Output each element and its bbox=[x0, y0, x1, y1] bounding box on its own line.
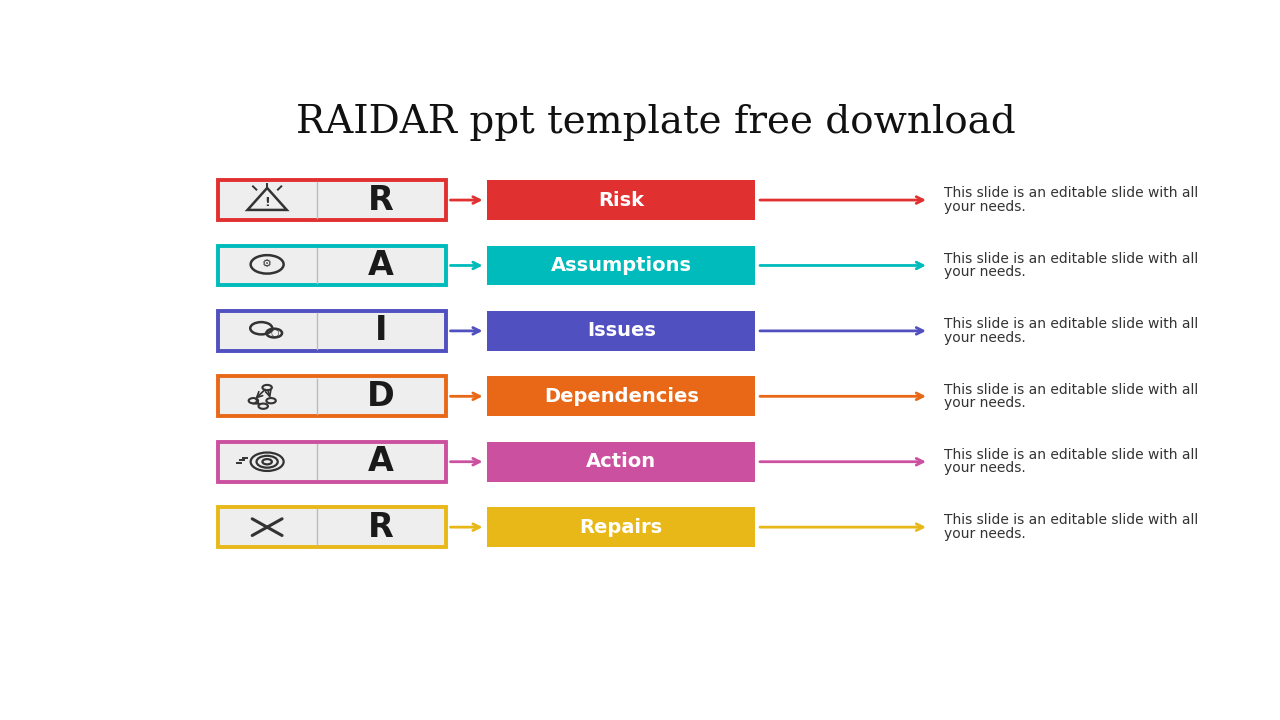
Text: Repairs: Repairs bbox=[580, 518, 663, 536]
Text: Assumptions: Assumptions bbox=[550, 256, 691, 275]
Text: R: R bbox=[369, 510, 394, 544]
Text: ○: ○ bbox=[271, 328, 279, 338]
Text: This slide is an editable slide with all: This slide is an editable slide with all bbox=[943, 186, 1198, 200]
Text: I: I bbox=[375, 315, 388, 347]
Text: your needs.: your needs. bbox=[943, 330, 1025, 345]
FancyBboxPatch shape bbox=[218, 442, 445, 482]
Text: ⚙: ⚙ bbox=[262, 259, 273, 269]
Text: A: A bbox=[369, 445, 394, 478]
FancyBboxPatch shape bbox=[218, 507, 445, 547]
Text: your needs.: your needs. bbox=[943, 396, 1025, 410]
Text: This slide is an editable slide with all: This slide is an editable slide with all bbox=[943, 382, 1198, 397]
Text: Risk: Risk bbox=[598, 191, 644, 210]
Text: A: A bbox=[369, 249, 394, 282]
FancyBboxPatch shape bbox=[488, 507, 755, 547]
Text: your needs.: your needs. bbox=[943, 527, 1025, 541]
Text: This slide is an editable slide with all: This slide is an editable slide with all bbox=[943, 513, 1198, 528]
Text: your needs.: your needs. bbox=[943, 265, 1025, 279]
Text: D: D bbox=[367, 380, 396, 413]
Text: R: R bbox=[369, 184, 394, 217]
FancyBboxPatch shape bbox=[488, 442, 755, 482]
FancyBboxPatch shape bbox=[488, 377, 755, 416]
FancyBboxPatch shape bbox=[488, 311, 755, 351]
Text: Issues: Issues bbox=[586, 321, 655, 341]
Text: RAIDAR ppt template free download: RAIDAR ppt template free download bbox=[296, 104, 1016, 141]
FancyBboxPatch shape bbox=[218, 246, 445, 285]
Text: This slide is an editable slide with all: This slide is an editable slide with all bbox=[943, 318, 1198, 331]
Text: your needs.: your needs. bbox=[943, 462, 1025, 475]
Text: Action: Action bbox=[586, 452, 657, 471]
FancyBboxPatch shape bbox=[488, 246, 755, 285]
Text: your needs.: your needs. bbox=[943, 199, 1025, 214]
FancyBboxPatch shape bbox=[218, 377, 445, 416]
Text: !: ! bbox=[264, 197, 270, 210]
FancyBboxPatch shape bbox=[218, 311, 445, 351]
Text: Dependencies: Dependencies bbox=[544, 387, 699, 406]
FancyBboxPatch shape bbox=[218, 180, 445, 220]
Text: This slide is an editable slide with all: This slide is an editable slide with all bbox=[943, 448, 1198, 462]
Text: This slide is an editable slide with all: This slide is an editable slide with all bbox=[943, 252, 1198, 266]
FancyBboxPatch shape bbox=[488, 180, 755, 220]
